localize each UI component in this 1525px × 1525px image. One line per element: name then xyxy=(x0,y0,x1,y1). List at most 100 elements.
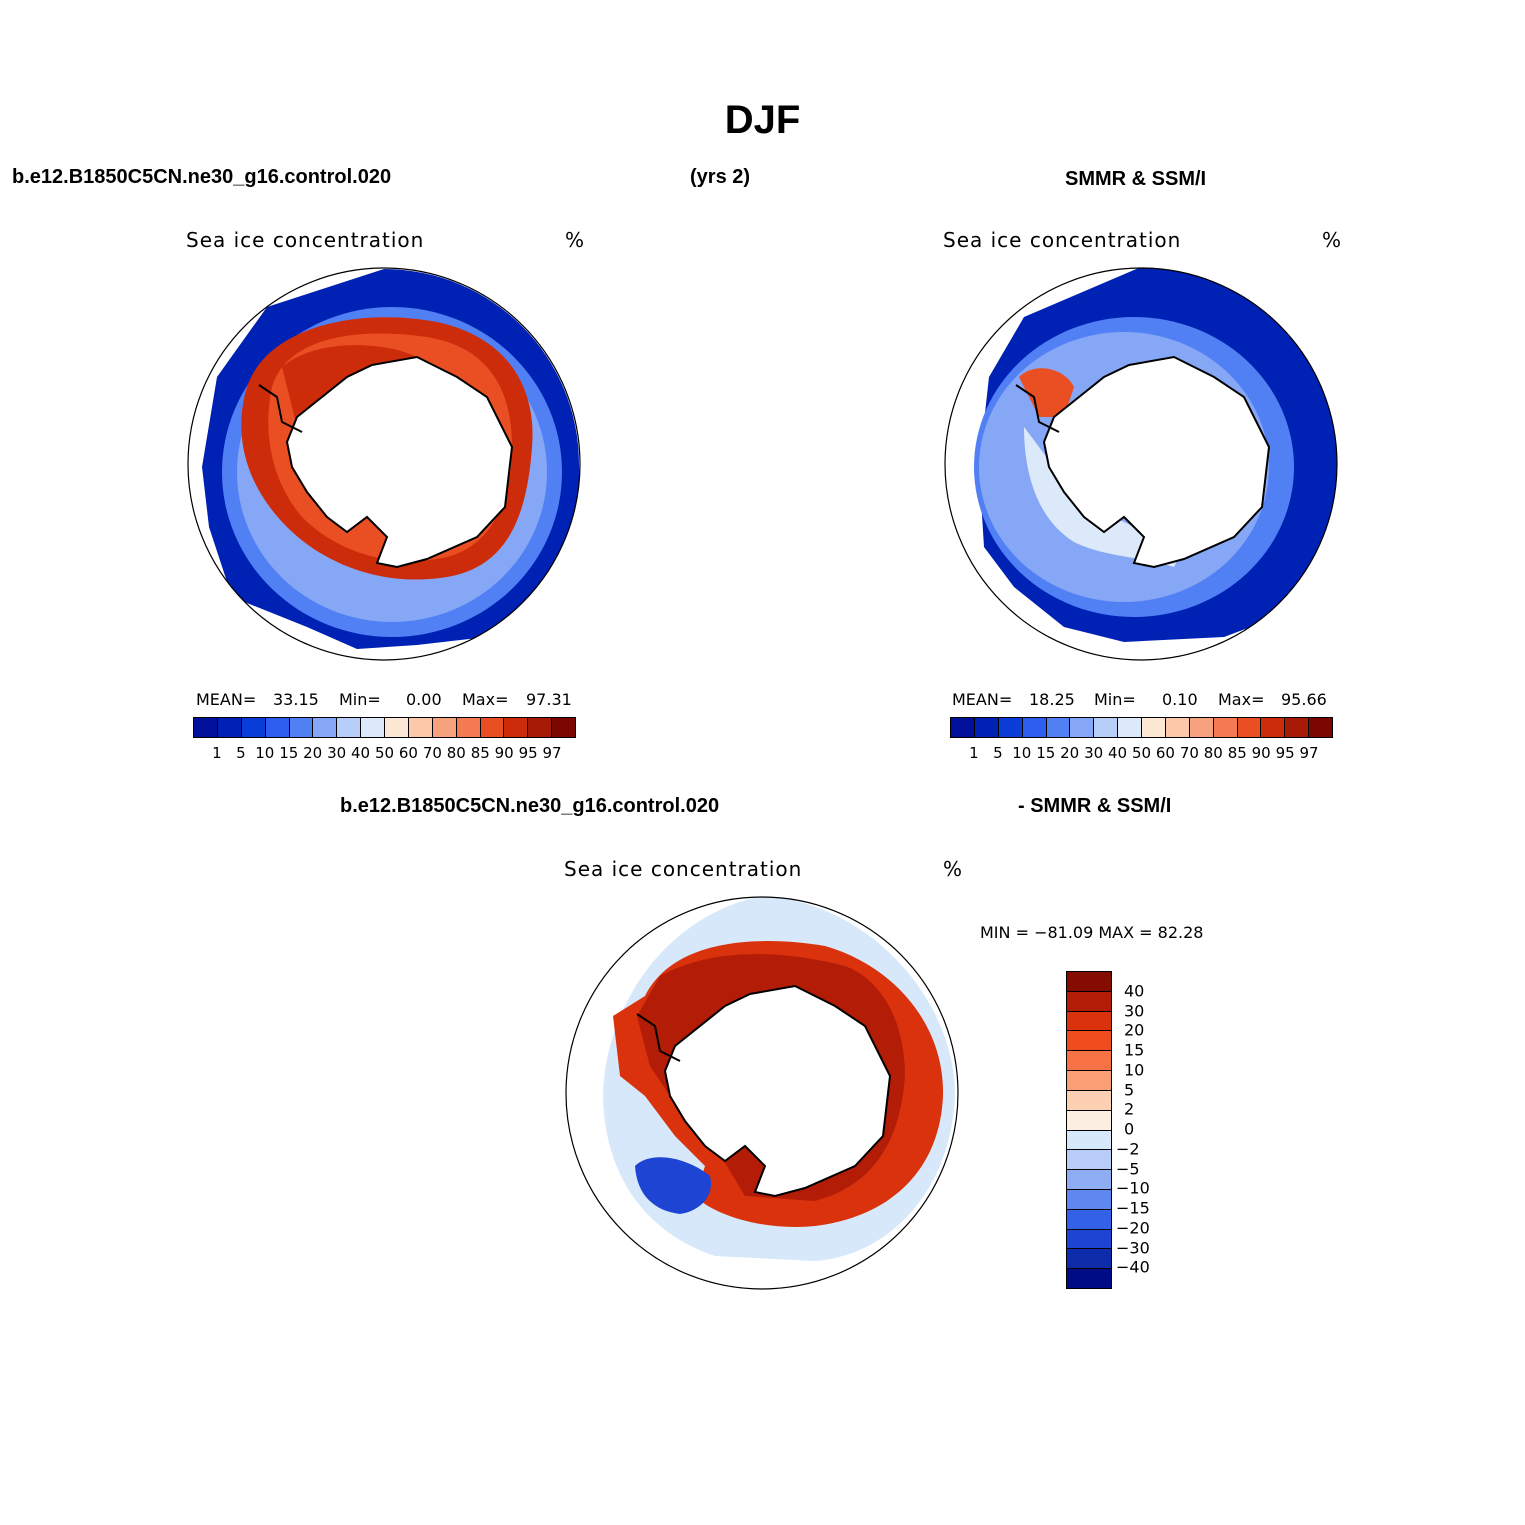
diff-map xyxy=(565,896,959,1290)
model-colorbar-label: 90 xyxy=(494,744,514,762)
diff-colorbar-label: −5 xyxy=(1116,1159,1140,1178)
obs-colorbar-label: 40 xyxy=(1108,744,1128,762)
diff-colorbar-label: 10 xyxy=(1124,1060,1145,1080)
diff-colorbar-cell xyxy=(1067,1209,1111,1230)
model-colorbar-cell xyxy=(241,718,266,737)
model-colorbar-label: 30 xyxy=(327,744,347,762)
model-colorbar-label: 95 xyxy=(518,744,538,762)
obs-map-border xyxy=(944,267,1338,661)
obs-land xyxy=(1044,357,1269,567)
diff-colorbar-cell xyxy=(1067,1189,1111,1210)
obs-colorbar-label: 20 xyxy=(1060,744,1080,762)
model-land xyxy=(287,357,512,567)
diff-colorbar-label: −15 xyxy=(1116,1198,1150,1218)
diff-colorbar-cell xyxy=(1067,1249,1111,1270)
diff-colorbar-cell xyxy=(1067,1229,1111,1250)
obs-units: % xyxy=(1322,228,1343,252)
obs-colorbar-cell xyxy=(998,718,1023,737)
obs-mean: 18.25 xyxy=(1029,690,1075,709)
obs-colorbar-cell xyxy=(1142,718,1166,737)
diff-colorbar-cell xyxy=(1067,1031,1111,1052)
obs-colorbar-cell xyxy=(1189,718,1214,737)
model-max: 97.31 xyxy=(526,690,572,709)
diff-map-border xyxy=(565,896,959,1290)
model-colorbar-cell xyxy=(217,718,242,737)
obs-colorbar-cell xyxy=(951,718,975,737)
model-coastline xyxy=(285,355,514,569)
model-colorbar-label: 85 xyxy=(470,744,490,762)
model-colorbar-cell xyxy=(456,718,481,737)
obs-colorbar-label: 85 xyxy=(1227,744,1247,762)
diff-colorbar-cell xyxy=(1067,1130,1111,1151)
model-colorbar-cell xyxy=(289,718,314,737)
obs-colorbar-cell xyxy=(1022,718,1047,737)
diff-colorbar-label: 2 xyxy=(1124,1099,1135,1119)
diff-subtitle: Sea ice concentration xyxy=(564,857,803,881)
model-colorbar-label: 1 xyxy=(212,744,222,762)
model-colorbar-cell xyxy=(408,718,433,737)
model-map-border xyxy=(187,267,581,661)
obs-colorbar-label: 95 xyxy=(1275,744,1295,762)
model-colorbar-label: 70 xyxy=(422,744,442,762)
diff-colorbar-cell xyxy=(1067,1269,1111,1288)
diff-minmax: MIN = −81.09 MAX = 82.28 xyxy=(980,923,1204,942)
diff-colorbar-cell xyxy=(1067,1071,1111,1091)
diff-colorbar-cell xyxy=(1067,1150,1111,1171)
model-mean-label: MEAN= xyxy=(196,690,257,709)
case-name: b.e12.B1850C5CN.ne30_g16.control.020 xyxy=(12,166,392,188)
obs-min: 0.10 xyxy=(1162,690,1198,709)
obs-colorbar-cell xyxy=(1118,718,1142,737)
diff-colorbar-label: 0 xyxy=(1124,1119,1135,1139)
obs-coastline xyxy=(1042,355,1271,569)
obs-colorbar-label: 70 xyxy=(1179,744,1199,762)
model-colorbar-labels: 1 5 10 15 20 30 40 50 60 70 80 85 90 95 97 xyxy=(193,744,576,764)
obs-colorbar-label: 30 xyxy=(1084,744,1104,762)
obs-colorbar-label: 15 xyxy=(1036,744,1056,762)
model-colorbar-label: 60 xyxy=(398,744,418,762)
obs-colorbar-cell xyxy=(1165,718,1190,737)
obs-colorbar-cell xyxy=(974,718,999,737)
obs-colorbar-label: 5 xyxy=(993,744,1003,762)
obs-peninsula xyxy=(1015,384,1060,433)
model-colorbar-cell xyxy=(480,718,505,737)
obs-colorbar xyxy=(950,717,1333,738)
obs-min-label: Min= xyxy=(1094,690,1136,709)
obs-colorbar-label: 80 xyxy=(1203,744,1223,762)
model-colorbar-cell xyxy=(337,718,362,737)
model-colorbar-label: 97 xyxy=(542,744,562,762)
obs-colorbar-cell xyxy=(1237,718,1262,737)
obs-colorbar-cell xyxy=(1261,718,1286,737)
model-colorbar-cell xyxy=(504,718,529,737)
obs-mean-label: MEAN= xyxy=(952,690,1013,709)
obs-colorbar-label: 90 xyxy=(1251,744,1271,762)
diff-title-left: b.e12.B1850C5CN.ne30_g16.control.020 xyxy=(340,795,720,817)
obs-colorbar-labels: 1 5 10 15 20 30 40 50 60 70 80 85 90 95 97 xyxy=(950,744,1333,764)
obs-name: SMMR & SSM/I xyxy=(1065,168,1207,190)
diff-colorbar-label: −40 xyxy=(1116,1257,1150,1277)
obs-colorbar-cell xyxy=(1094,718,1119,737)
model-max-label: Max= xyxy=(462,690,509,709)
obs-colorbar-cell xyxy=(1046,718,1071,737)
model-peninsula xyxy=(258,384,303,433)
obs-colorbar-cell xyxy=(1285,718,1310,737)
diff-colorbar-label: 5 xyxy=(1124,1080,1135,1099)
model-colorbar-label: 40 xyxy=(351,744,371,762)
model-colorbar-label: 15 xyxy=(279,744,299,762)
obs-colorbar-label: 60 xyxy=(1155,744,1175,762)
obs-colorbar-cell xyxy=(1309,718,1332,737)
obs-colorbar-label: 1 xyxy=(969,744,979,762)
model-colorbar-label: 5 xyxy=(236,744,246,762)
model-subtitle: Sea ice concentration xyxy=(186,228,425,252)
model-colorbar-cell xyxy=(313,718,338,737)
obs-colorbar-label: 97 xyxy=(1299,744,1319,762)
model-colorbar-cell xyxy=(385,718,409,737)
model-colorbar-cell xyxy=(432,718,457,737)
model-colorbar-label: 80 xyxy=(446,744,466,762)
diff-peninsula xyxy=(636,1013,681,1062)
obs-map xyxy=(944,267,1338,661)
obs-colorbar-label: 50 xyxy=(1131,744,1152,762)
diff-title-right: - SMMR & SSM/I xyxy=(1018,795,1172,817)
diff-colorbar-cell xyxy=(1067,1011,1111,1032)
diff-coastline xyxy=(663,984,892,1198)
diff-colorbar-label: 40 xyxy=(1124,981,1145,1001)
